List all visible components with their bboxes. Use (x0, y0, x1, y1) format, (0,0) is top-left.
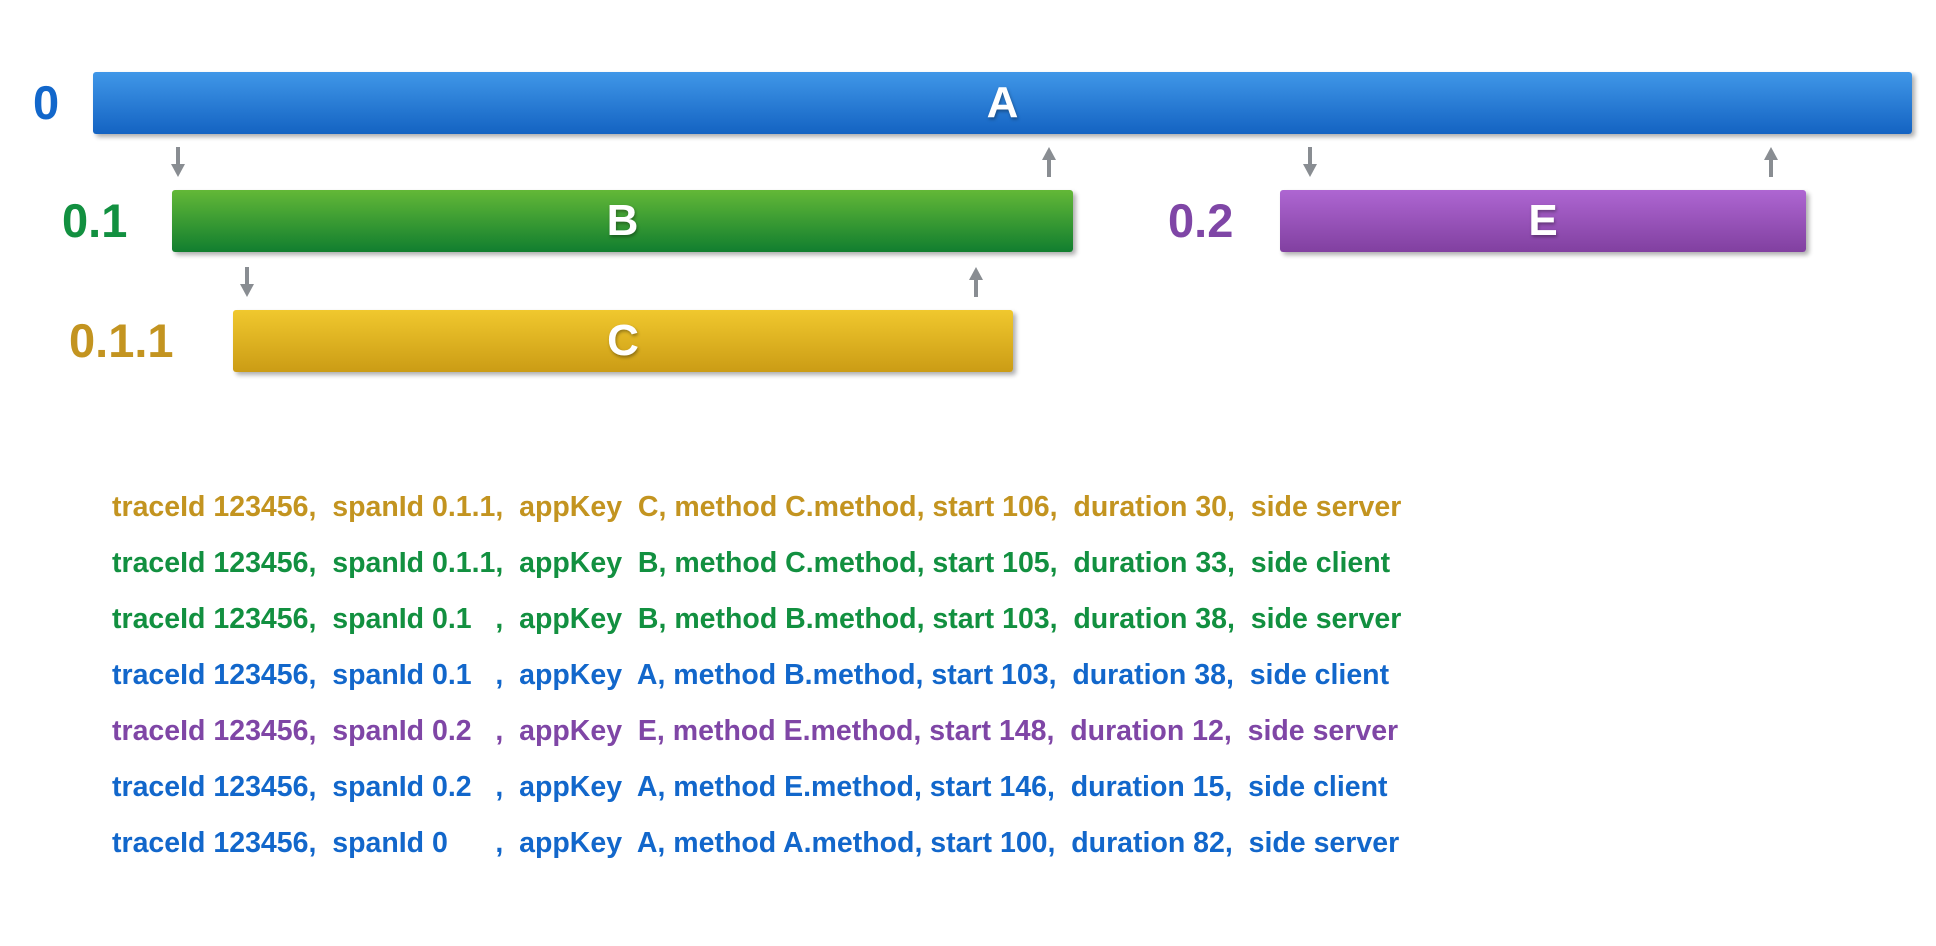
span-bar-a-label: A (986, 78, 1019, 127)
arrow-down-icon (238, 267, 256, 297)
span-bar-e: E (1280, 190, 1806, 252)
trace-record-line: traceId 123456, spanId 0.1 , appKey B, m… (112, 603, 1402, 635)
arrow-down-icon (1301, 147, 1319, 177)
row-label-span-0-1-1: 0.1.1 (69, 314, 174, 367)
span-bar-c-label: C (607, 316, 639, 365)
arrow-up-icon (967, 267, 985, 297)
trace-record-line: traceId 123456, spanId 0.1 , appKey A, m… (112, 659, 1390, 691)
span-bar-c: C (233, 310, 1013, 372)
span-bar-a: A (93, 72, 1912, 134)
row-label-span-0-2: 0.2 (1168, 194, 1234, 247)
arrow-up-icon (1762, 147, 1780, 177)
trace-record-line: traceId 123456, spanId 0.2 , appKey E, m… (112, 715, 1399, 747)
trace-records: traceId 123456, spanId 0.1.1, appKey C, … (112, 479, 1401, 871)
trace-record-line: traceId 123456, spanId 0.2 , appKey A, m… (112, 771, 1388, 803)
trace-record-line: traceId 123456, spanId 0.1.1, appKey C, … (112, 491, 1402, 523)
span-bar-b-label: B (606, 196, 639, 245)
row-label-span-0-1: 0.1 (62, 194, 128, 247)
span-bar-b: B (172, 190, 1073, 252)
row-label-span-0: 0 (33, 76, 60, 129)
span-bar-e-label: E (1528, 196, 1558, 245)
arrow-up-icon (1040, 147, 1058, 177)
arrow-down-icon (169, 147, 187, 177)
trace-record-line: traceId 123456, spanId 0.1.1, appKey B, … (112, 547, 1391, 579)
trace-record-line: traceId 123456, spanId 0 , appKey A, met… (112, 827, 1400, 859)
